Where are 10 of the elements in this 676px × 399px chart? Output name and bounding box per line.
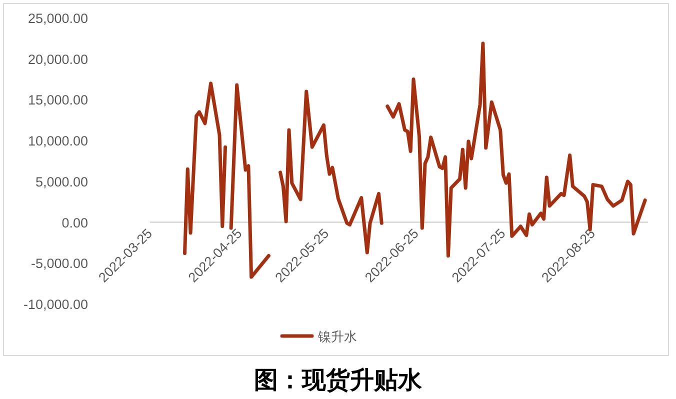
- text: 图：现货升贴水: [254, 365, 423, 394]
- y-tick-label: 15,000.00: [28, 92, 88, 108]
- y-tick-label: -5,000.00: [30, 256, 88, 272]
- y-tick-label: 25,000.00: [28, 11, 88, 26]
- y-tick-label: 0.00: [62, 215, 88, 230]
- y-tick-label: 20,000.00: [28, 52, 88, 67]
- y-tick-label: -10,000.00: [23, 297, 88, 312]
- y-tick-label: 5,000.00: [35, 174, 88, 190]
- legend-label: 镍升水: [317, 329, 357, 344]
- y-tick-label: 10,000.00: [28, 134, 88, 149]
